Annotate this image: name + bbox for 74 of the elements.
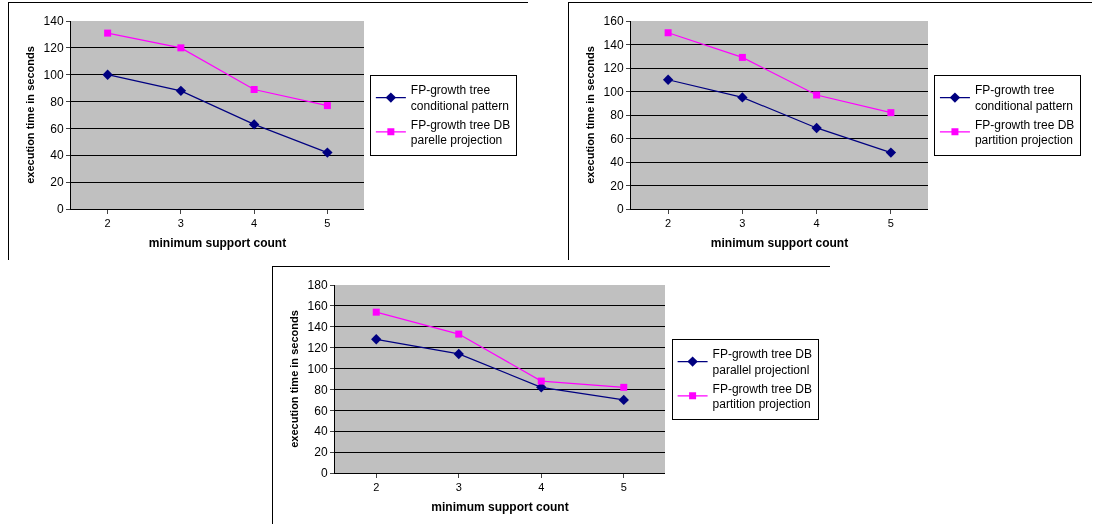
- x-tick-label: 5: [887, 217, 894, 230]
- point: [177, 44, 185, 52]
- point: [885, 147, 897, 158]
- point: [102, 69, 113, 80]
- y-tick-label: 80: [610, 108, 624, 123]
- point: [662, 74, 674, 85]
- y-tick-label: 0: [616, 202, 624, 217]
- point: [323, 102, 331, 110]
- y-tick-label: 0: [56, 202, 64, 217]
- point: [250, 85, 258, 93]
- x-tick-label: 4: [538, 481, 545, 494]
- point: [322, 147, 333, 158]
- point: [248, 119, 260, 130]
- y-tick-label: 140: [603, 37, 624, 52]
- x-tick-label: 2: [665, 217, 672, 230]
- x-tick-label: 3: [739, 217, 746, 230]
- y-tick-label: 40: [50, 148, 64, 163]
- y-tick-label: 20: [314, 445, 328, 460]
- y-tick-label: 20: [50, 175, 64, 190]
- x-tick-label: 4: [813, 217, 820, 230]
- point: [104, 29, 112, 37]
- point: [175, 85, 187, 97]
- x-axis-title: minimum support count: [710, 236, 849, 251]
- point: [372, 308, 380, 316]
- y-tick-label: 0: [320, 466, 328, 481]
- legend-label: FP-growth tree conditional pattern: [410, 83, 509, 114]
- legend-label: FP-growth tree DB partition projection: [974, 117, 1075, 148]
- point: [620, 383, 628, 391]
- y-tick-label: 60: [50, 121, 64, 136]
- y-tick-label: 140: [307, 319, 328, 334]
- y-tick-label: 100: [43, 67, 64, 82]
- point: [453, 348, 464, 360]
- x-tick-label: 3: [455, 481, 462, 494]
- y-tick-label: 120: [43, 41, 64, 56]
- y-tick-label: 80: [50, 94, 64, 109]
- point: [455, 330, 463, 338]
- y-tick-label: 160: [307, 299, 328, 314]
- y-tick-label: 40: [610, 155, 624, 170]
- point: [618, 394, 629, 406]
- legend-label: FP-growth tree conditional pattern: [974, 83, 1074, 114]
- x-tick-label: 3: [177, 217, 184, 230]
- x-axis-title: minimum support count: [431, 500, 569, 515]
- point: [813, 91, 821, 99]
- y-tick-label: 20: [610, 178, 624, 193]
- point: [737, 92, 748, 103]
- point: [537, 377, 545, 385]
- y-tick-label: 80: [314, 382, 328, 397]
- legend-label: FP-growth tree DB parelle projection: [410, 117, 511, 148]
- point: [664, 29, 672, 37]
- point: [811, 122, 822, 134]
- y-tick-label: 180: [307, 278, 328, 293]
- y-tick-label: 40: [314, 424, 328, 439]
- legend-label: FP-growth tree DB partition projection: [712, 381, 812, 412]
- x-tick-label: 2: [104, 217, 111, 230]
- x-tick-label: 5: [324, 217, 331, 230]
- y-tick-label: 100: [603, 84, 624, 99]
- y-axis-title: execution time in seconds: [584, 46, 597, 184]
- y-tick-label: 120: [307, 340, 328, 355]
- point: [887, 109, 895, 117]
- y-tick-label: 100: [307, 361, 328, 376]
- y-axis-title: execution time in seconds: [24, 46, 37, 184]
- x-tick-label: 2: [373, 481, 380, 494]
- point: [738, 53, 746, 61]
- y-axis-title: execution time in seconds: [288, 310, 301, 448]
- legend-label: FP-growth tree DB parallel projectionl: [712, 347, 812, 378]
- y-tick-label: 140: [43, 14, 64, 29]
- point: [371, 334, 382, 345]
- x-tick-label: 4: [251, 217, 258, 230]
- y-tick-label: 120: [603, 61, 624, 76]
- x-tick-label: 5: [620, 481, 627, 494]
- y-tick-label: 60: [314, 403, 328, 418]
- y-tick-label: 160: [603, 14, 624, 29]
- x-axis-title: minimum support count: [148, 236, 287, 251]
- y-tick-label: 60: [610, 131, 624, 146]
